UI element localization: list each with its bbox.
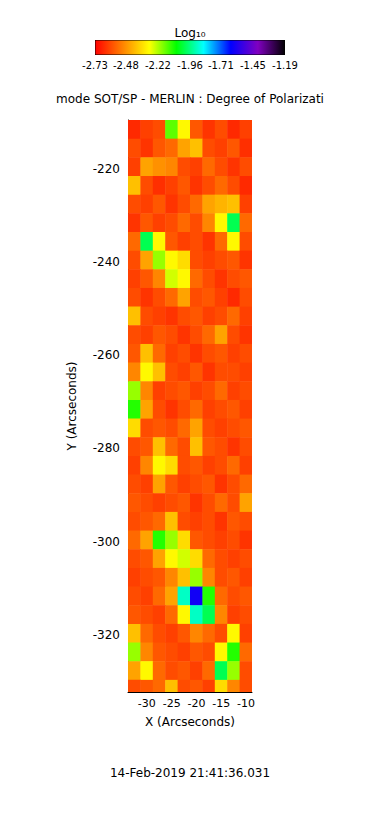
svg-text:-280: -280 (93, 441, 120, 455)
svg-text:-300: -300 (93, 535, 120, 549)
svg-text:-260: -260 (93, 348, 120, 362)
svg-text:-1.19: -1.19 (272, 60, 298, 71)
svg-text:-30: -30 (138, 697, 156, 710)
svg-text:-2.22: -2.22 (145, 60, 171, 71)
svg-text:-15: -15 (212, 697, 230, 710)
svg-text:-1.45: -1.45 (240, 60, 266, 71)
svg-text:-1.71: -1.71 (208, 60, 234, 71)
svg-text:-240: -240 (93, 255, 120, 269)
svg-text:-1.96: -1.96 (177, 60, 203, 71)
svg-text:-320: -320 (93, 628, 120, 642)
svg-text:-220: -220 (93, 162, 120, 176)
svg-text:14-Feb-2019 21:41:36.031: 14-Feb-2019 21:41:36.031 (110, 766, 270, 780)
svg-text:Log₁₀: Log₁₀ (174, 26, 205, 40)
svg-text:-2.73: -2.73 (82, 60, 108, 71)
svg-text:mode SOT/SP - MERLIN : Degree: mode SOT/SP - MERLIN : Degree of Polariz… (56, 92, 324, 106)
svg-text:-10: -10 (237, 697, 255, 710)
svg-text:-20: -20 (187, 697, 205, 710)
svg-text:-2.48: -2.48 (113, 60, 139, 71)
svg-text:X (Arcseconds): X (Arcseconds) (145, 715, 235, 729)
svg-text:-25: -25 (163, 697, 181, 710)
svg-text:Y (Arcseconds): Y (Arcseconds) (65, 361, 79, 451)
